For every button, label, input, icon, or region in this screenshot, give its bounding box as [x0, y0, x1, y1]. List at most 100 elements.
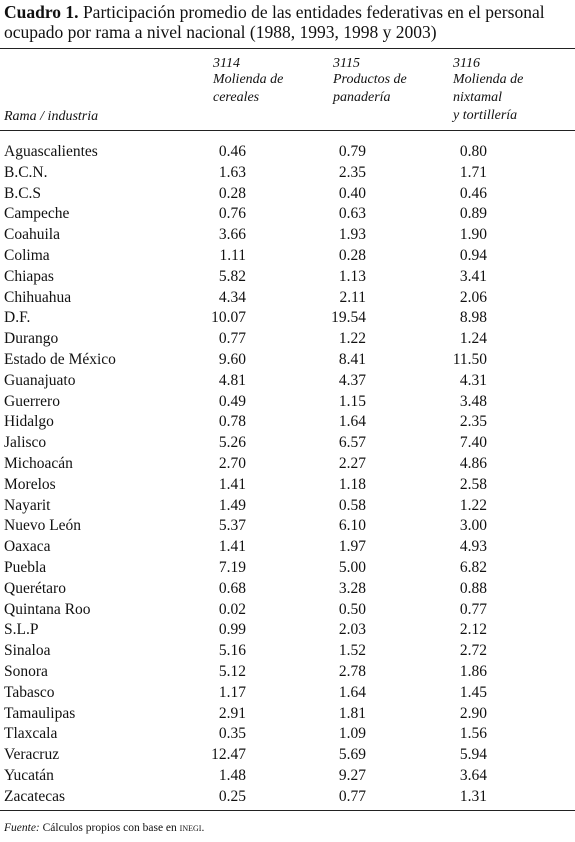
cell-value: 1.09 [338, 725, 366, 743]
cell-value: 1.81 [338, 704, 366, 722]
cell-value: 2.03 [338, 621, 366, 639]
cell-value: 1.15 [338, 392, 366, 410]
cell-value: 0.46 [459, 184, 487, 202]
row-label: Zacatecas [4, 787, 66, 805]
cell-value: 1.17 [218, 683, 246, 701]
row-label: Colima [4, 247, 50, 264]
column-name: Molienda de [453, 72, 524, 87]
footnote: Fuente: Cálculos propios con base en INE… [4, 822, 204, 834]
cell-value: 0.77 [338, 787, 366, 805]
cell-value: 1.64 [338, 683, 366, 701]
cell-value: 0.99 [218, 621, 246, 639]
footnote-text: Cálculos propios con base en [42, 822, 177, 834]
cell-value: 0.40 [338, 184, 366, 202]
row-label: Estado de México [4, 351, 116, 368]
cell-value: 2.11 [339, 288, 366, 306]
cell-value: 0.50 [338, 600, 366, 618]
rule [0, 48, 575, 49]
column-name: nixtamal [453, 90, 502, 105]
column-name: cereales [213, 90, 260, 105]
cell-value: 0.80 [459, 143, 487, 160]
column-code: 3116 [453, 56, 480, 71]
cell-value: 4.37 [338, 371, 366, 389]
cell-value: 4.86 [459, 455, 487, 472]
cell-value: 3.00 [459, 517, 487, 535]
cell-value: 10.07 [211, 309, 246, 327]
cell-value: 1.45 [459, 683, 487, 701]
cell-value: 2.72 [459, 642, 487, 660]
cell-value: 1.22 [338, 330, 366, 348]
cell-value: 0.77 [459, 600, 487, 618]
cell-value: 6.10 [338, 517, 366, 535]
cell-value: 9.60 [218, 351, 246, 368]
cell-value: 1.71 [459, 163, 487, 181]
footnote-label: Fuente: [4, 822, 40, 834]
cell-value: 4.34 [218, 288, 246, 306]
cell-value: 1.97 [338, 538, 366, 556]
cell-value: 2.78 [338, 663, 366, 680]
cell-value: 0.78 [218, 413, 246, 431]
cell-value: 1.24 [459, 330, 487, 348]
cell-value: 8.41 [338, 351, 366, 368]
row-label: Sonora [4, 663, 48, 680]
cell-value: 7.40 [459, 434, 487, 452]
cell-value: 1.52 [338, 642, 366, 660]
row-label: Nayarit [4, 496, 51, 514]
cell-value: 0.49 [218, 392, 246, 410]
cell-value: 2.27 [338, 455, 366, 472]
row-label: Hidalgo [4, 413, 54, 431]
cell-value: 0.68 [218, 579, 246, 597]
cell-value: 2.91 [218, 704, 246, 722]
cell-value: 0.46 [218, 143, 246, 160]
cell-value: 5.82 [218, 267, 246, 285]
cell-value: 2.12 [459, 621, 487, 639]
cell-value: 5.00 [338, 559, 366, 576]
row-label: Durango [4, 330, 59, 348]
row-label: Tabasco [4, 683, 55, 701]
cell-value: 12.47 [211, 746, 246, 764]
cell-value: 3.64 [459, 767, 487, 784]
title-label: Cuadro 1. [4, 2, 79, 22]
column-name: panadería [333, 90, 391, 105]
row-label: Querétaro [4, 579, 66, 597]
cell-value: 0.89 [459, 205, 487, 223]
footnote-source: INEGI [179, 822, 202, 834]
row-label: Nuevo León [4, 517, 82, 535]
row-label: B.C.S [4, 184, 42, 202]
cell-value: 1.49 [218, 496, 246, 514]
row-label: Aguascalientes [4, 143, 98, 160]
row-label: Coahuila [4, 226, 60, 244]
cell-value: 5.37 [218, 517, 246, 535]
column-code: 3114 [213, 56, 240, 71]
column-name: y tortillería [453, 108, 518, 123]
cell-value: 3.28 [338, 579, 366, 597]
row-label: Michoacán [4, 455, 73, 472]
cell-value: 1.86 [459, 663, 487, 680]
cell-value: 2.70 [218, 455, 246, 472]
cell-value: 0.94 [459, 247, 487, 264]
row-label: Tamaulipas [4, 704, 76, 722]
cell-value: 1.31 [459, 787, 487, 805]
row-label: Chiapas [4, 267, 54, 285]
cell-value: 5.26 [218, 434, 246, 452]
row-label: S.L.P [4, 621, 39, 639]
stub-header: Rama / industria [4, 109, 99, 124]
column-name: Productos de [333, 72, 407, 87]
cell-value: 1.13 [338, 267, 366, 285]
cell-value: 3.48 [459, 392, 487, 410]
row-label: D.F. [4, 309, 31, 327]
cell-value: 0.28 [338, 247, 366, 264]
cell-value: 1.48 [218, 767, 246, 784]
row-label: Campeche [4, 205, 70, 223]
cell-value: 0.76 [218, 205, 246, 223]
cell-value: 5.12 [218, 663, 246, 680]
cell-value: 1.41 [218, 538, 246, 556]
cell-value: 4.93 [459, 538, 487, 556]
cell-value: 1.64 [338, 413, 366, 431]
cell-value: 0.02 [218, 600, 246, 618]
row-label: Oaxaca [4, 538, 51, 556]
cell-value: 1.90 [459, 226, 487, 244]
cell-value: 4.31 [459, 371, 487, 389]
cell-value: 2.90 [459, 704, 487, 722]
